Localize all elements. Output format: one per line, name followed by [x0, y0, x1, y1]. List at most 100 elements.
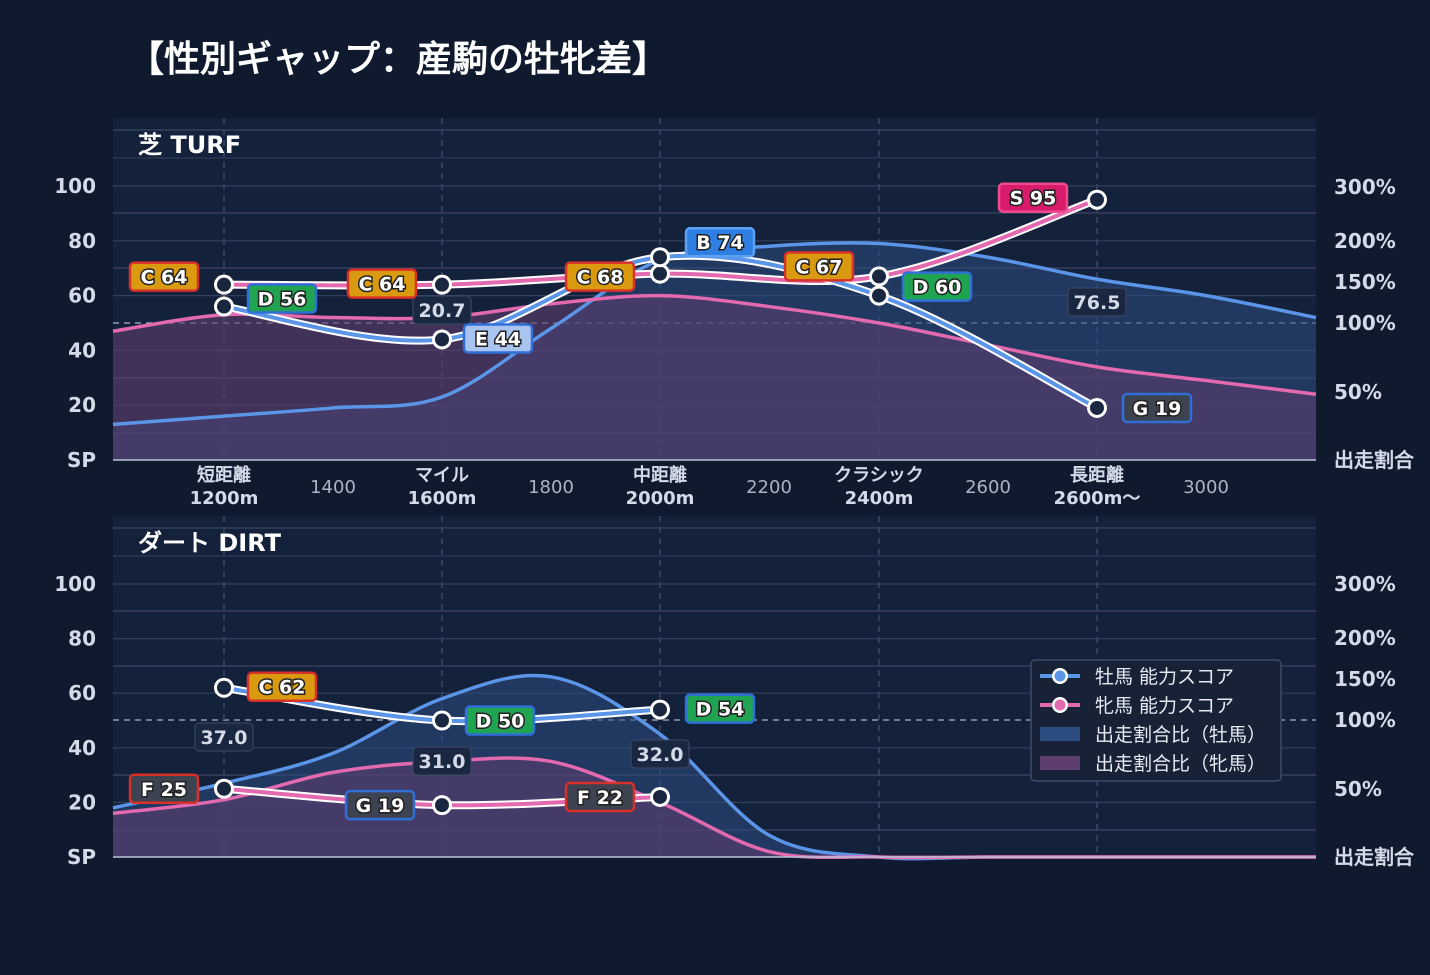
- y2-tick-label: 200%: [1334, 229, 1396, 253]
- y-tick-label: 100: [54, 174, 96, 198]
- female-grade-label: C 67: [796, 256, 843, 278]
- female-grade-badge: [564, 781, 636, 813]
- legend-area-swatch: [1040, 756, 1080, 770]
- y-tick-label: 20: [68, 393, 96, 417]
- x-minor-tick-label: 3000: [1183, 477, 1229, 498]
- legend-label: 牡馬 能力スコア: [1095, 666, 1234, 688]
- x-tick-label: 短距離: [197, 464, 251, 486]
- female-score-point-inner: [653, 789, 667, 804]
- male-grade-badge: [464, 705, 536, 736]
- male-grade-badge: [246, 283, 318, 314]
- legend-label: 出走割合比（牡馬）: [1095, 724, 1266, 746]
- y2-tick-label: 200%: [1334, 626, 1396, 650]
- female-score-point-inner: [1090, 192, 1104, 207]
- male-score-point-inner: [653, 250, 667, 265]
- female-grade-badge: [997, 182, 1069, 213]
- male-grade-label: C 62: [259, 677, 306, 699]
- male-score-point-inner: [435, 713, 449, 728]
- y-tick-label: 20: [68, 790, 96, 814]
- male-score-point-inner: [653, 702, 667, 717]
- y-tick-label: 40: [68, 338, 96, 362]
- female-grade-label: F 22: [577, 787, 623, 809]
- legend-area-swatch: [1040, 727, 1080, 741]
- legend-marker-inner: [1054, 670, 1066, 682]
- male-grade-label: D 50: [476, 711, 525, 733]
- panel-turf: SP 20 40 60 80 100 出走割合 50% 100% 150% 200% 300% 芝 TU…: [54, 118, 1415, 509]
- x-minor-tick-label: 2600: [965, 477, 1011, 498]
- female-score-point-inner: [217, 781, 231, 796]
- male-grade-badge: [246, 671, 318, 702]
- female-grade-badge: [564, 261, 636, 292]
- x-tick-label: 1600m: [408, 488, 477, 509]
- y2-tick-label: 100%: [1334, 708, 1396, 732]
- x-tick-label: 2000m: [626, 488, 695, 509]
- male-grade-label: D 60: [913, 277, 962, 299]
- y-tick-label: 80: [68, 229, 96, 253]
- male-grade-label: E 44: [475, 328, 521, 350]
- female-score-point-inner: [435, 277, 449, 292]
- x-tick-label: マイル: [415, 465, 469, 486]
- x-tick-label: 2600m〜: [1054, 488, 1141, 509]
- female-grade-badge: [128, 773, 200, 804]
- y2-tick-label: 出走割合: [1334, 448, 1415, 472]
- male-grade-label: D 56: [258, 289, 307, 311]
- y2-tick-label: 50%: [1334, 777, 1382, 801]
- female-grade-label: C 64: [141, 267, 188, 289]
- female-score-point-inner: [435, 798, 449, 813]
- legend-marker-inner: [1054, 699, 1066, 711]
- y2-tick-label: 150%: [1334, 270, 1396, 294]
- x-minor-tick-label: 2200: [746, 477, 792, 498]
- male-score-point-inner: [217, 299, 231, 314]
- y-tick-label: 40: [68, 736, 96, 760]
- female-grade-label: S 95: [1010, 188, 1057, 210]
- share-label: 37.0: [201, 727, 248, 749]
- share-label-box: [194, 722, 254, 752]
- x-minor-tick-label: 1800: [528, 477, 574, 498]
- y2-tick-label: 300%: [1334, 572, 1396, 596]
- male-score-point-inner: [217, 680, 231, 695]
- share-label: 76.5: [1074, 292, 1121, 314]
- x-tick-label: 2400m: [845, 488, 914, 509]
- legend-box: [1030, 659, 1282, 782]
- female-grade-badge: [128, 261, 200, 292]
- female-score-point-inner: [653, 266, 667, 281]
- y2-tick-label: 300%: [1334, 175, 1396, 199]
- y2-tick-label: 100%: [1334, 311, 1396, 335]
- share-label-box: [630, 739, 690, 769]
- y2-tick-label: 50%: [1334, 380, 1382, 404]
- female-grade-badge: [344, 789, 416, 821]
- female-share-area: [113, 757, 1316, 858]
- male-grade-badge: [684, 693, 756, 724]
- female-grade-label: C 68: [577, 267, 624, 289]
- male-grade-badge: [901, 271, 973, 302]
- y-tick-label: 80: [68, 627, 96, 651]
- male-grade-label: D 54: [696, 699, 745, 721]
- x-tick-label: クラシック: [834, 465, 924, 486]
- share-label-box: [1067, 287, 1127, 317]
- female-grade-label: F 25: [141, 779, 187, 801]
- male-grade-badge: [684, 226, 756, 258]
- y-tick-label: SP: [67, 448, 96, 472]
- y-tick-label: 100: [54, 572, 96, 596]
- y2-tick-label: 出走割合: [1334, 845, 1415, 869]
- x-minor-tick-label: 1400: [310, 477, 356, 498]
- female-grade-label: G 19: [356, 795, 405, 817]
- female-score-point-inner: [217, 277, 231, 292]
- y-tick-label: 60: [68, 284, 96, 308]
- x-tick-label: 中距離: [633, 464, 687, 486]
- female-grade-label: C 64: [359, 274, 406, 296]
- share-label: 20.7: [419, 300, 466, 322]
- y2-tick-label: 150%: [1334, 667, 1396, 691]
- male-grade-label: B 74: [696, 232, 744, 254]
- share-label-box: [412, 746, 472, 776]
- male-grade-badge: [462, 323, 534, 354]
- legend-label: 出走割合比（牝馬）: [1095, 753, 1266, 775]
- panel-title: 芝 TURF: [138, 131, 241, 159]
- share-label-box: [412, 295, 472, 325]
- female-grade-badge: [783, 251, 855, 282]
- female-share-line: [112, 293, 1317, 396]
- female-grade-badge: [346, 268, 418, 299]
- share-label: 32.0: [637, 744, 684, 766]
